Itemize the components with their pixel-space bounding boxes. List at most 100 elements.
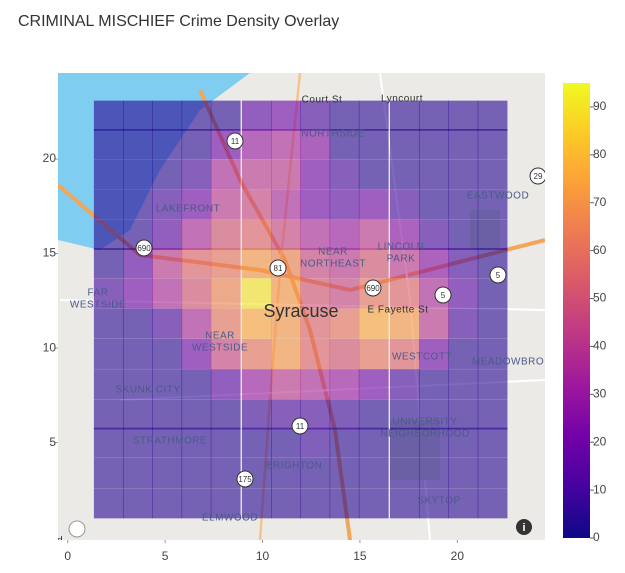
heat-cell [271, 278, 301, 309]
heat-cell [123, 308, 153, 339]
heat-cell [152, 248, 183, 279]
heat-cell [271, 128, 301, 160]
route-shield [226, 132, 244, 150]
heat-cell [152, 399, 183, 430]
heat-cell [329, 338, 360, 369]
heat-cell [448, 128, 479, 160]
heat-cell [389, 189, 420, 220]
heat-cell [477, 427, 508, 458]
heat-cell [419, 427, 450, 458]
heat-cell [241, 219, 272, 250]
heat-cell [329, 427, 360, 458]
heat-cell [300, 189, 331, 220]
heat-cell [93, 128, 124, 160]
y-tick-label: 15 [43, 246, 57, 260]
map-label: UNIVERSITY [392, 417, 457, 428]
heat-cell [389, 219, 420, 250]
heat-cell [389, 308, 420, 339]
colorbar-tick-label: 80 [593, 147, 607, 161]
x-tick-label: 10 [256, 549, 270, 563]
heat-cell [300, 278, 331, 309]
heat-cell [93, 399, 124, 430]
map-label: NORTHSIDE [301, 129, 364, 140]
info-button[interactable] [516, 519, 532, 535]
route-shield [236, 470, 254, 488]
heat-cell [448, 278, 479, 309]
heat-cell [477, 488, 508, 519]
heat-cell [477, 189, 508, 220]
map-label: ELMWOOD [202, 513, 258, 524]
heat-cell [358, 248, 389, 279]
heat-cell [123, 457, 153, 489]
heat-cell [241, 488, 272, 519]
heat-cell [210, 189, 241, 220]
heat-cell [181, 128, 212, 160]
route-shield [364, 279, 382, 297]
heat-cell [181, 189, 212, 220]
heat-cell [448, 159, 479, 190]
heat-cell [181, 457, 212, 489]
heat-cell [181, 100, 212, 131]
route-number: 5 [441, 291, 446, 300]
route-number: 5 [496, 271, 501, 280]
heat-cell [419, 457, 450, 489]
map-label: PARK [387, 254, 416, 265]
heat-cell [389, 369, 420, 400]
heat-cell [181, 427, 212, 458]
heat-cell [300, 128, 331, 160]
heat-cell [271, 100, 301, 131]
heat-cell [241, 100, 272, 131]
heat-cell [93, 189, 124, 220]
map: Court St LyncourtNORTHSIDELAKEFRONTNEARNO… [58, 73, 545, 540]
heat-cell [477, 369, 508, 400]
heat-cell [123, 189, 153, 220]
map-label: LINCOLN [378, 242, 425, 253]
colorbar-tick-label: 10 [593, 482, 607, 496]
heat-cell [389, 338, 420, 369]
heat-cell [210, 248, 241, 279]
heat-cell [300, 219, 331, 250]
heat-cell [123, 338, 153, 369]
heat-cell [241, 369, 272, 400]
heat-cell [152, 338, 183, 369]
heat-cell [93, 427, 124, 458]
heat-cell [448, 369, 479, 400]
map-label: LAKEFRONT [156, 204, 221, 215]
heat-cell [181, 278, 212, 309]
heat-cell [210, 457, 241, 489]
heat-cell [271, 369, 301, 400]
route-number: 690 [366, 284, 380, 293]
heat-cell [329, 369, 360, 400]
heat-cell [210, 399, 241, 430]
heat-cell [300, 457, 331, 489]
heat-cell [210, 308, 241, 339]
heat-cell [477, 278, 508, 309]
heat-cell [93, 308, 124, 339]
heat-cell [389, 278, 420, 309]
heat-cell [448, 219, 479, 250]
map-label: WESTSIDE [70, 300, 126, 311]
colorbar-tick-label: 20 [593, 434, 607, 448]
heat-cell [152, 159, 183, 190]
heat-cell [93, 369, 124, 400]
heat-cell [329, 278, 360, 309]
map-logo[interactable] [68, 520, 86, 538]
heat-cell [448, 338, 479, 369]
route-shield [291, 417, 309, 435]
heat-cell [329, 100, 360, 131]
heat-cell [358, 308, 389, 339]
heat-cell [358, 457, 389, 489]
heat-cell [419, 159, 450, 190]
heat-cell [93, 488, 124, 519]
heat-cell [419, 338, 450, 369]
heat-cell [419, 488, 450, 519]
heat-cell [448, 248, 479, 279]
heat-cell [210, 278, 241, 309]
heat-cell [358, 369, 389, 400]
heat-cell [329, 159, 360, 190]
map-label: WESTSIDE [192, 343, 248, 354]
x-tick-label: 15 [353, 549, 367, 563]
heat-cell [241, 427, 272, 458]
route-shield [529, 167, 545, 185]
